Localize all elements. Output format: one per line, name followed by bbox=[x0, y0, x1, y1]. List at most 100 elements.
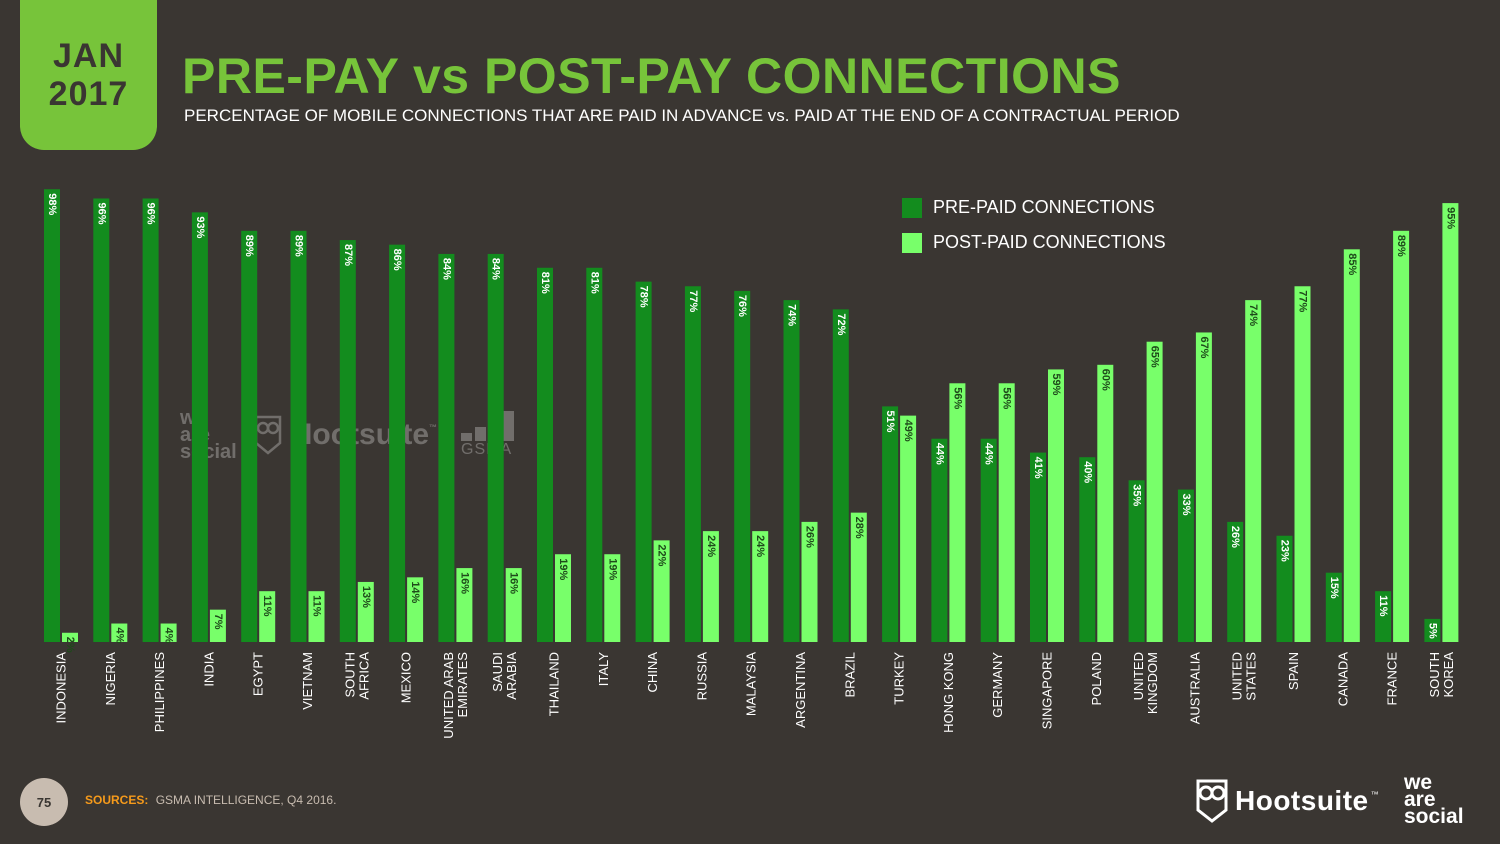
prepaid-value-label: 87% bbox=[342, 244, 354, 266]
category-label: FRANCE bbox=[1385, 652, 1400, 706]
sources-note: SOURCES: GSMA INTELLIGENCE, Q4 2016. bbox=[85, 793, 336, 807]
category-label: MEXICO bbox=[399, 652, 414, 703]
prepaid-bar bbox=[438, 253, 455, 643]
prepaid-value-label: 40% bbox=[1081, 461, 1093, 483]
prepaid-value-label: 89% bbox=[293, 235, 305, 257]
category-label: CANADA bbox=[1335, 652, 1350, 707]
prepaid-bar bbox=[1375, 591, 1392, 642]
prepaid-bar bbox=[1128, 480, 1145, 642]
prepaid-bar bbox=[586, 267, 603, 642]
legend-label-prepaid: PRE-PAID CONNECTIONS bbox=[933, 197, 1155, 217]
postpaid-bar bbox=[1442, 203, 1459, 642]
category-label: INDIA bbox=[201, 652, 216, 687]
category-label: CHINA bbox=[645, 652, 660, 693]
date-month: JAN bbox=[52, 37, 125, 75]
postpaid-value-label: 24% bbox=[754, 535, 766, 557]
postpaid-bar bbox=[407, 577, 424, 642]
postpaid-value-label: 89% bbox=[1395, 235, 1407, 257]
prepaid-value-label: 51% bbox=[884, 410, 896, 432]
postpaid-value-label: 22% bbox=[656, 544, 668, 566]
postpaid-value-label: 28% bbox=[853, 517, 865, 539]
postpaid-bar bbox=[801, 521, 818, 642]
prepaid-bar bbox=[635, 281, 652, 642]
postpaid-value-label: 59% bbox=[1050, 373, 1062, 395]
owl-icon bbox=[1196, 779, 1228, 823]
postpaid-value-label: 60% bbox=[1099, 369, 1111, 391]
category-label: HONG KONG bbox=[941, 652, 956, 733]
prepaid-bar bbox=[832, 309, 849, 642]
prepaid-value-label: 44% bbox=[983, 443, 995, 465]
prepaid-value-label: 44% bbox=[933, 443, 945, 465]
postpaid-bar bbox=[1245, 300, 1262, 642]
category-label: SINGAPORE bbox=[1040, 652, 1055, 730]
postpaid-value-label: 4% bbox=[113, 628, 125, 644]
prepaid-value-label: 74% bbox=[786, 304, 798, 326]
category-label: PHILIPPINES bbox=[152, 652, 167, 733]
category-label: MALAYSIA bbox=[744, 652, 759, 716]
prepaid-bar bbox=[1030, 452, 1046, 642]
postpaid-bar bbox=[1343, 249, 1360, 643]
postpaid-value-label: 16% bbox=[508, 572, 520, 594]
prepaid-bar bbox=[931, 438, 948, 642]
postpaid-bar bbox=[1048, 369, 1064, 642]
postpaid-bar bbox=[1294, 286, 1311, 642]
page-title: PRE-PAY vs POST-PAY CONNECTIONS bbox=[182, 48, 1121, 104]
postpaid-value-label: 67% bbox=[1198, 336, 1210, 358]
legend-swatch-prepaid bbox=[902, 197, 922, 218]
postpaid-value-label: 19% bbox=[606, 558, 618, 580]
prepaid-bar bbox=[1325, 572, 1342, 642]
prepaid-bar bbox=[882, 406, 899, 642]
prepaid-value-label: 11% bbox=[1377, 595, 1389, 617]
category-label: KOREA bbox=[1441, 652, 1456, 698]
hootsuite-trademark: ™ bbox=[1370, 790, 1379, 799]
category-label: ITALY bbox=[596, 652, 611, 687]
category-label: VIETNAM bbox=[300, 652, 315, 710]
hootsuite-wordmark: Hootsuite bbox=[1235, 785, 1369, 816]
hootsuite-logo: Hootsuite ™ bbox=[1195, 778, 1379, 824]
prepaid-bar bbox=[191, 212, 208, 642]
category-label: AFRICA bbox=[356, 652, 371, 700]
prepaid-bar bbox=[241, 230, 258, 642]
chart-legend: PRE-PAID CONNECTIONS POST-PAID CONNECTIO… bbox=[902, 190, 1166, 260]
prepaid-value-label: 35% bbox=[1131, 484, 1143, 506]
category-label: SOUTH bbox=[1427, 652, 1442, 698]
postpaid-bar bbox=[1393, 230, 1410, 642]
prepaid-value-label: 93% bbox=[194, 216, 206, 238]
prepaid-bar bbox=[389, 244, 406, 642]
postpaid-value-label: 56% bbox=[951, 387, 963, 409]
postpaid-value-label: 74% bbox=[1247, 304, 1259, 326]
category-label: AUSTRALIA bbox=[1187, 652, 1202, 725]
postpaid-bar bbox=[949, 383, 966, 642]
prepaid-value-label: 81% bbox=[539, 272, 551, 294]
postpaid-value-label: 24% bbox=[705, 535, 717, 557]
postpaid-value-label: 14% bbox=[409, 581, 421, 603]
prepaid-value-label: 76% bbox=[736, 295, 748, 317]
postpaid-value-label: 26% bbox=[804, 526, 816, 548]
prepaid-value-label: 86% bbox=[391, 249, 403, 271]
postpaid-bar bbox=[456, 568, 473, 642]
prepaid-bar bbox=[290, 230, 307, 642]
postpaid-value-label: 2% bbox=[64, 637, 76, 653]
prepaid-value-label: 84% bbox=[440, 258, 452, 280]
postpaid-bar bbox=[1097, 364, 1114, 642]
prepaid-bar bbox=[487, 253, 504, 643]
prepaid-value-label: 81% bbox=[588, 272, 600, 294]
date-year: 2017 bbox=[48, 75, 129, 113]
prepaid-value-label: 15% bbox=[1328, 577, 1340, 599]
postpaid-value-label: 11% bbox=[311, 595, 323, 617]
postpaid-bar bbox=[900, 415, 917, 642]
page-number: 75 bbox=[20, 778, 68, 826]
prepaid-value-label: 84% bbox=[490, 258, 502, 280]
prepaid-value-label: 72% bbox=[835, 313, 847, 335]
category-label: RUSSIA bbox=[694, 652, 709, 701]
we-are-social-logo: we are social bbox=[1404, 771, 1464, 828]
category-label: UNITED bbox=[1230, 652, 1245, 700]
prepaid-bar bbox=[44, 189, 60, 643]
sources-text: GSMA INTELLIGENCE, Q4 2016. bbox=[155, 793, 337, 807]
postpaid-bar bbox=[308, 591, 325, 642]
category-label: INDONESIA bbox=[54, 652, 69, 724]
postpaid-value-label: 49% bbox=[902, 420, 914, 442]
postpaid-value-label: 16% bbox=[458, 572, 470, 594]
category-label: SOUTH bbox=[342, 652, 357, 698]
